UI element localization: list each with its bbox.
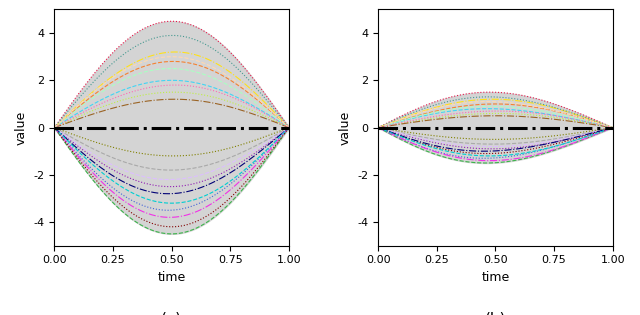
Text: (b): (b): [484, 312, 506, 315]
Text: (a): (a): [161, 312, 182, 315]
X-axis label: time: time: [157, 271, 186, 284]
Y-axis label: value: value: [15, 111, 28, 145]
X-axis label: time: time: [481, 271, 509, 284]
Y-axis label: value: value: [339, 111, 352, 145]
